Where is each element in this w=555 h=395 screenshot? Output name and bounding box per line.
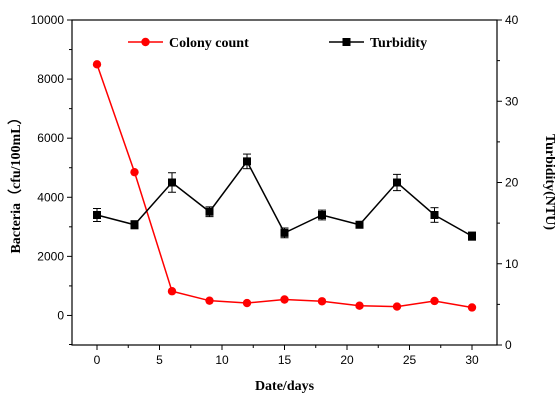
data-point xyxy=(467,303,477,312)
data-point xyxy=(280,228,289,237)
y2-tick-label: 30 xyxy=(505,94,519,108)
data-point xyxy=(242,298,252,308)
series-line-1 xyxy=(96,159,473,237)
y-tick-label: 6000 xyxy=(37,131,64,145)
data-point xyxy=(167,287,177,296)
y-axis-title: Bacteria（cfu/100mL） xyxy=(8,110,24,253)
data-point xyxy=(93,211,101,219)
series-layer xyxy=(92,60,477,312)
y2-tick-label: 40 xyxy=(505,13,519,27)
data-point xyxy=(205,207,214,216)
x-tick-label: 0 xyxy=(94,353,101,367)
y-tick-label: 4000 xyxy=(37,190,64,204)
data-point xyxy=(243,157,251,166)
data-point xyxy=(130,167,139,177)
y-tick-label: 2000 xyxy=(37,249,64,263)
data-point xyxy=(317,297,327,306)
axis-ticks: 0 5 10 15 20 25 30 0 2000 4000 6000 8000 10000 0 10 20 3… xyxy=(31,13,519,367)
data-point xyxy=(393,178,401,187)
y2-tick-label: 0 xyxy=(505,338,512,352)
x-tick-label: 15 xyxy=(278,353,292,367)
legend-label-1: Turbidity xyxy=(370,36,427,51)
legend-marker-1 xyxy=(342,38,351,46)
data-point xyxy=(280,295,289,304)
legend-label-0: Colony count xyxy=(169,36,249,51)
x-tick-label: 25 xyxy=(403,353,417,367)
y2-tick-label: 10 xyxy=(505,257,519,271)
y2-tick-label: 20 xyxy=(505,176,519,190)
x-tick-label: 10 xyxy=(215,353,229,367)
series-line-0 xyxy=(96,64,473,309)
data-point xyxy=(468,232,476,241)
x-axis-title: Date/days xyxy=(255,379,315,394)
data-point xyxy=(355,301,364,310)
data-point xyxy=(318,211,326,219)
x-tick-label: 5 xyxy=(156,353,163,367)
data-point xyxy=(168,178,176,187)
y-tick-label: 0 xyxy=(57,308,64,322)
legend: Colony count Turbidity xyxy=(128,36,427,51)
data-point xyxy=(130,220,139,229)
data-point xyxy=(430,296,439,306)
data-point xyxy=(430,211,439,219)
y2-axis-title: Turbidity(NTU) xyxy=(542,134,555,230)
y-tick-label: 10000 xyxy=(31,13,65,27)
x-tick-label: 30 xyxy=(465,353,479,367)
data-point xyxy=(205,296,214,305)
x-tick-label: 20 xyxy=(340,353,354,367)
data-point xyxy=(92,60,102,69)
data-point xyxy=(355,220,364,229)
data-point xyxy=(392,302,402,311)
legend-marker-0 xyxy=(141,37,150,47)
y-tick-label: 8000 xyxy=(37,72,64,86)
